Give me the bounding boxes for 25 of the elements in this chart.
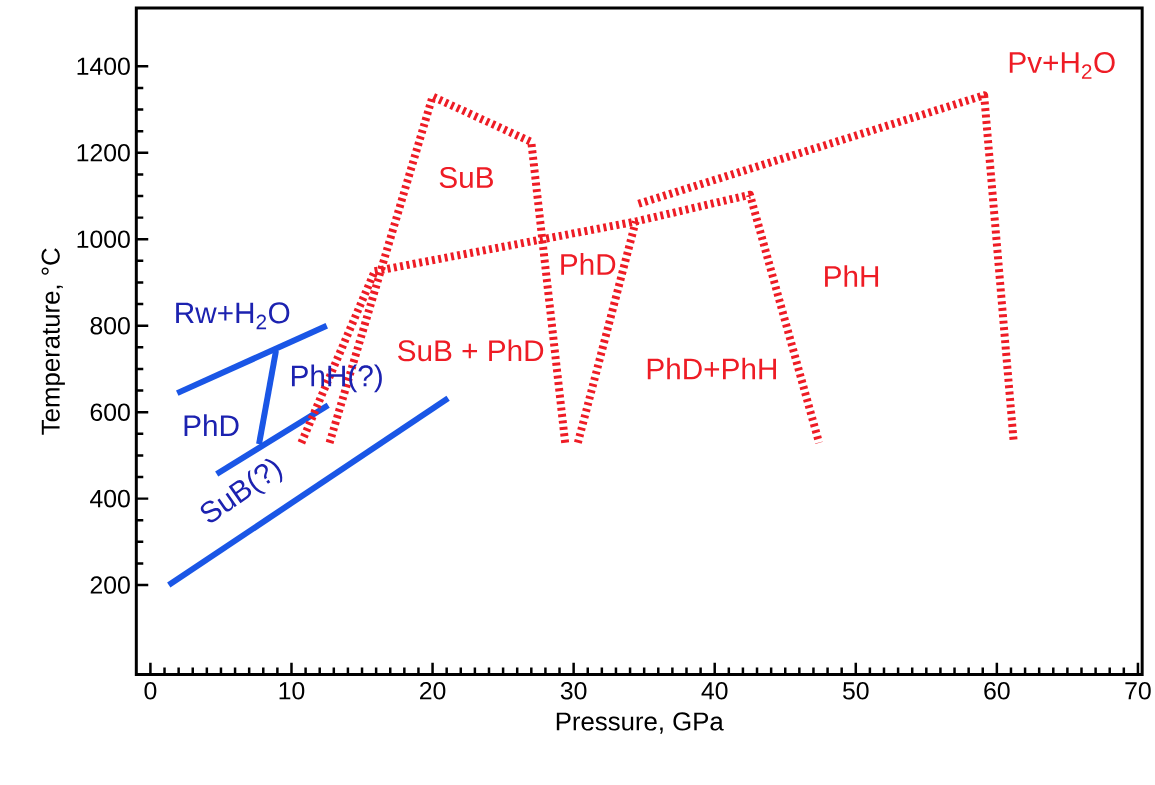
annotation: PhD bbox=[561, 253, 616, 275]
x-tick-label: 60 bbox=[984, 682, 1010, 700]
x-axis-title: Pressure, GPa bbox=[556, 712, 724, 734]
y-tick-label: 1200 bbox=[77, 144, 130, 162]
x-tick-label: 0 bbox=[144, 682, 157, 700]
y-tick-label: 400 bbox=[90, 489, 130, 508]
annotation: PhD+PhH bbox=[647, 357, 776, 380]
annotation: Pv+H$_{2}$O bbox=[1009, 52, 1115, 79]
y-tick-label: 600 bbox=[90, 403, 130, 421]
x-tick-label: 40 bbox=[701, 682, 728, 700]
annotation: SuB + PhD bbox=[398, 339, 544, 362]
annotation: Rw+H$_{2}$O bbox=[176, 302, 290, 330]
y-axis-title: Temperature, °C bbox=[41, 248, 65, 435]
x-tick-label: 10 bbox=[279, 682, 305, 700]
annotation: PhH bbox=[825, 265, 879, 287]
y-tick-label: 1000 bbox=[77, 230, 130, 249]
x-tick-label: 50 bbox=[842, 682, 869, 700]
annotation: SuB bbox=[439, 166, 493, 188]
y-tick-label: 200 bbox=[90, 576, 130, 594]
x-tick-label: 70 bbox=[1125, 682, 1151, 700]
y-tick-label: 1400 bbox=[77, 57, 130, 76]
x-tick-label: 20 bbox=[420, 682, 446, 700]
y-tick-label: 800 bbox=[90, 316, 130, 335]
annotation: PhD bbox=[184, 414, 239, 436]
x-tick-label: 30 bbox=[560, 682, 587, 700]
